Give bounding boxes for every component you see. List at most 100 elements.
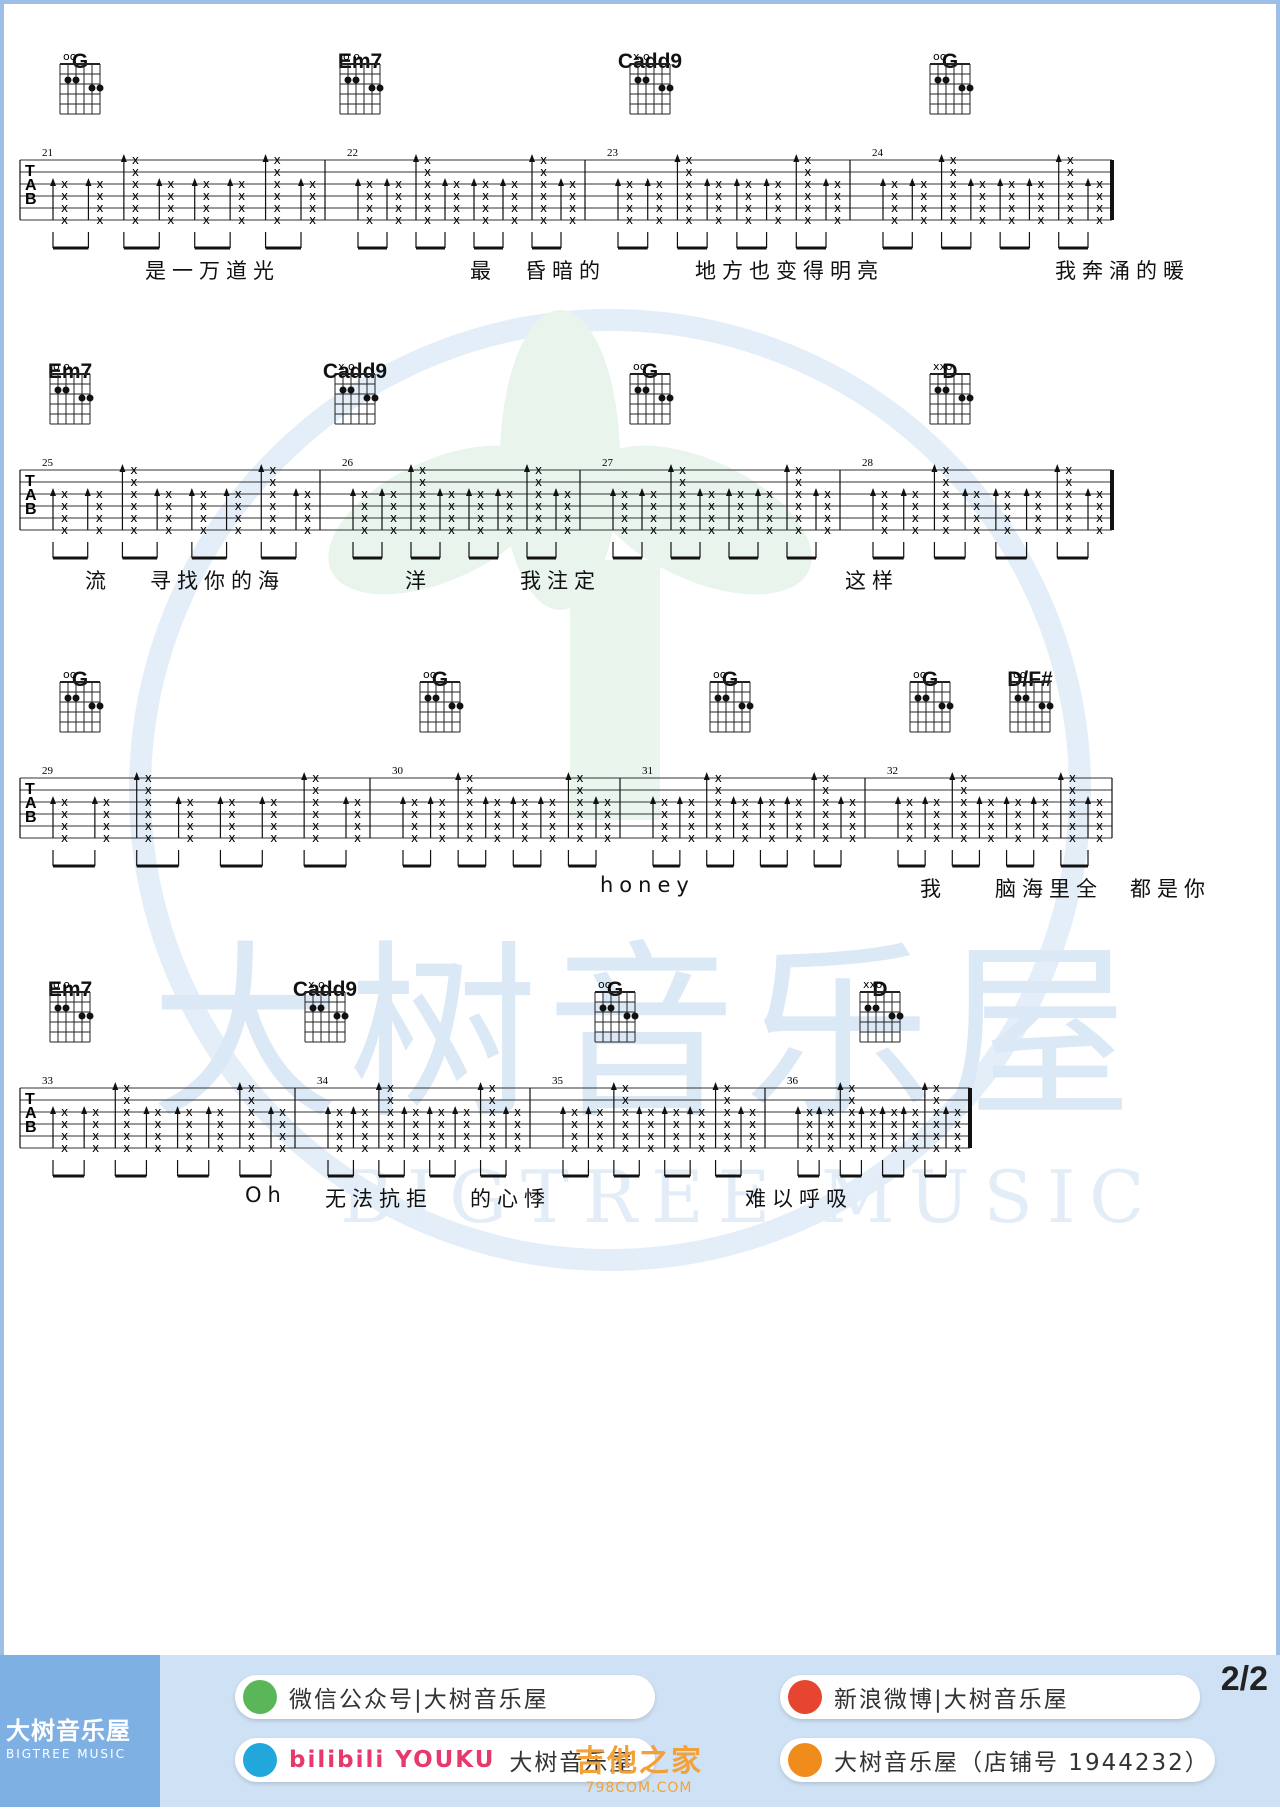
strum-note: x <box>123 1117 130 1131</box>
strum-note: x <box>891 177 898 191</box>
strum-note: x <box>698 1117 705 1131</box>
chord-grid: oo <box>59 50 104 115</box>
strum-note: x <box>494 807 501 821</box>
chord-diagram: Em7 o o <box>325 50 395 115</box>
strum-note: x <box>154 1141 161 1155</box>
strum-note: x <box>412 1141 419 1155</box>
tab-clef: T <box>25 1091 35 1108</box>
finger-dot <box>424 694 432 702</box>
strum-note: x <box>103 795 110 809</box>
page-number: 2/2 <box>1220 1660 1268 1698</box>
strum-note: x <box>749 1105 756 1119</box>
video-pill[interactable]: bilibili YOUKU 大树音乐屋 <box>235 1738 655 1782</box>
strum-note: x <box>269 475 276 489</box>
strum-note: x <box>424 165 431 179</box>
strum-note: x <box>715 771 722 785</box>
strum-note: x <box>1008 213 1015 227</box>
lyric-text: 寻找你的海 <box>150 569 285 593</box>
strum-note: x <box>438 1129 445 1143</box>
strum-note: x <box>950 213 957 227</box>
strum-note: x <box>61 177 68 191</box>
arrow-head <box>895 796 901 804</box>
weibo-pill[interactable]: 新浪微博|大树音乐屋 <box>780 1675 1200 1719</box>
strum-note: x <box>933 807 940 821</box>
arrow-head <box>223 488 230 496</box>
strum-note: x <box>960 819 967 833</box>
strum-note: x <box>453 177 460 191</box>
strum-note: x <box>766 523 773 537</box>
strum-note: x <box>1096 499 1103 513</box>
finger-dot <box>54 386 62 394</box>
strum-note: x <box>822 783 829 797</box>
strum-note: x <box>827 1129 834 1143</box>
finger-dot <box>62 1004 70 1012</box>
wechat-label: 微信公众号|大树音乐屋 <box>289 1687 549 1713</box>
arrow-head <box>931 464 938 472</box>
strum-note: x <box>506 523 513 537</box>
strum-note: x <box>960 831 967 845</box>
strum-note: x <box>906 807 913 821</box>
strum-note: x <box>511 201 518 215</box>
strum-note: x <box>269 487 276 501</box>
strum-note: x <box>248 1117 255 1131</box>
weibo-label: 新浪微博|大树音乐屋 <box>834 1687 1069 1713</box>
strum-note: x <box>387 1093 394 1107</box>
chord-name: Cadd9 <box>292 978 358 1001</box>
wechat-pill[interactable]: 微信公众号|大树音乐屋 <box>235 1675 655 1719</box>
strum-note: x <box>304 499 311 513</box>
strum-note: x <box>708 523 715 537</box>
taobao-pill[interactable]: 大树音乐屋（店铺号 1944232） <box>780 1738 1215 1782</box>
strum-note: x <box>912 1129 919 1143</box>
arrow-head <box>992 488 999 496</box>
strum-note: x <box>228 807 235 821</box>
chord-open-strings: oo <box>1013 668 1027 681</box>
footer: 大树音乐屋 BIGTREE MUSIC 微信公众号|大树音乐屋 新浪微博|大树音… <box>0 1655 1280 1807</box>
arrow-head <box>350 1106 357 1114</box>
strum-note: x <box>274 189 281 203</box>
finger-dot <box>942 76 950 84</box>
finger-dot <box>371 394 379 402</box>
strum-note: x <box>466 807 473 821</box>
arrow-head <box>524 464 530 472</box>
strum-note: x <box>698 1129 705 1143</box>
strum-note: x <box>514 1129 521 1143</box>
strum-note: x <box>203 213 210 227</box>
strum-note: x <box>891 1105 898 1119</box>
strum-note: x <box>187 831 194 845</box>
strum-note: x <box>304 523 311 537</box>
strum-note: x <box>390 523 397 537</box>
strum-note: x <box>715 795 722 809</box>
strum-note: x <box>200 523 207 537</box>
arrow-head <box>687 1106 694 1114</box>
arrow-head <box>175 796 182 804</box>
tab-clef: B <box>25 191 37 208</box>
chord-open-strings: oo <box>423 668 437 681</box>
strum-note: x <box>489 1081 496 1095</box>
strum-note: x <box>1096 177 1103 191</box>
strum-note: x <box>626 201 633 215</box>
strum-note: x <box>61 213 68 227</box>
strum-note: x <box>869 1117 876 1131</box>
strum-note: x <box>688 795 695 809</box>
strum-note: x <box>61 1141 68 1155</box>
strum-note: x <box>463 1105 470 1119</box>
finger-dot <box>64 694 72 702</box>
strum-note: x <box>132 189 139 203</box>
strum-note: x <box>186 1141 193 1155</box>
arrow-head <box>943 1106 949 1114</box>
strum-note: x <box>942 475 949 489</box>
strum-note: x <box>361 1141 368 1155</box>
strum-note: x <box>466 831 473 845</box>
strum-note: x <box>804 177 811 191</box>
strum-note: x <box>521 795 528 809</box>
strum-note: x <box>411 831 418 845</box>
strum-note: x <box>154 1105 161 1119</box>
strum-note: x <box>279 1117 286 1131</box>
strum-note: x <box>1096 189 1103 203</box>
chord-grid: x o <box>334 360 379 425</box>
strum-note: x <box>950 153 957 167</box>
